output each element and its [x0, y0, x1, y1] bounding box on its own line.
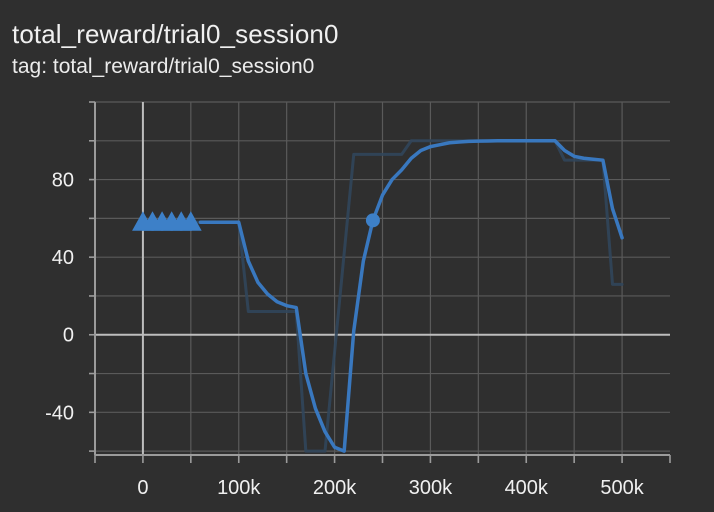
y-tick-label: 80 — [52, 170, 74, 192]
x-tick-label: 400k — [505, 477, 549, 499]
triangle-marker — [179, 211, 202, 231]
y-tick-label: -40 — [45, 402, 74, 424]
x-tick-label: 300k — [409, 477, 453, 499]
x-tick-label: 500k — [600, 477, 644, 499]
y-tick-label: 0 — [63, 325, 74, 347]
smoothed-reward-line — [198, 139, 624, 453]
x-tick-label: 200k — [313, 477, 357, 499]
chart-tag: tag: total_reward/trial0_session0 — [12, 55, 315, 78]
point-marker — [365, 213, 380, 228]
chart-title: total_reward/trial0_session0 — [12, 19, 339, 49]
x-tick-label: 0 — [137, 477, 148, 499]
x-tick-label: 100k — [217, 477, 261, 499]
y-tick-label: 40 — [52, 247, 74, 269]
